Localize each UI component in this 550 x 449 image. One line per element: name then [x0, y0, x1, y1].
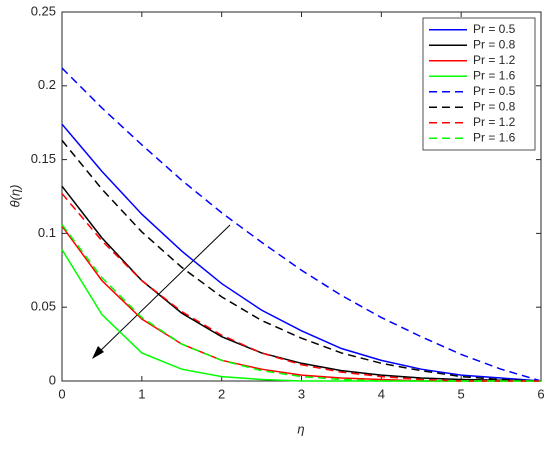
- legend-label: Pr = 0.5: [473, 84, 516, 98]
- series-line: [61, 67, 542, 382]
- y-axis-label: θ(η): [7, 185, 22, 208]
- legend-label: Pr = 0.8: [473, 99, 516, 113]
- x-tick-label: 0: [58, 386, 65, 401]
- legend-label: Pr = 0.5: [473, 22, 516, 36]
- x-tick-label: 5: [458, 386, 465, 401]
- y-tick-label: 0.2: [38, 77, 56, 92]
- x-tick-label: 1: [138, 386, 145, 401]
- legend-box: [422, 17, 536, 151]
- y-tick-label: 0.25: [31, 3, 56, 18]
- x-axis-label: η: [297, 421, 304, 436]
- series-line: [61, 224, 541, 382]
- x-tick-label: 3: [298, 386, 305, 401]
- legend-label: Pr = 1.6: [473, 68, 516, 82]
- legend-label: Pr = 1.6: [473, 130, 516, 144]
- series-line: [61, 123, 542, 382]
- arrow-shaft: [96, 224, 231, 355]
- y-tick-label: 0: [49, 372, 56, 387]
- y-tick-label: 0.05: [31, 299, 56, 314]
- arrow: [92, 224, 231, 359]
- x-tick-label: 6: [537, 386, 544, 401]
- legend-label: Pr = 0.8: [473, 37, 516, 51]
- series-line: [61, 139, 542, 382]
- legend-label: Pr = 1.2: [473, 53, 516, 67]
- legend: Pr = 0.5Pr = 0.8Pr = 1.2Pr = 1.6Pr = 0.5…: [422, 17, 536, 151]
- arrow-head: [92, 346, 104, 359]
- x-tick-label: 4: [378, 386, 385, 401]
- legend-label: Pr = 1.2: [473, 115, 516, 129]
- y-tick-label: 0.1: [38, 225, 56, 240]
- x-tick-label: 2: [218, 386, 225, 401]
- y-tick-label: 0.15: [31, 151, 56, 166]
